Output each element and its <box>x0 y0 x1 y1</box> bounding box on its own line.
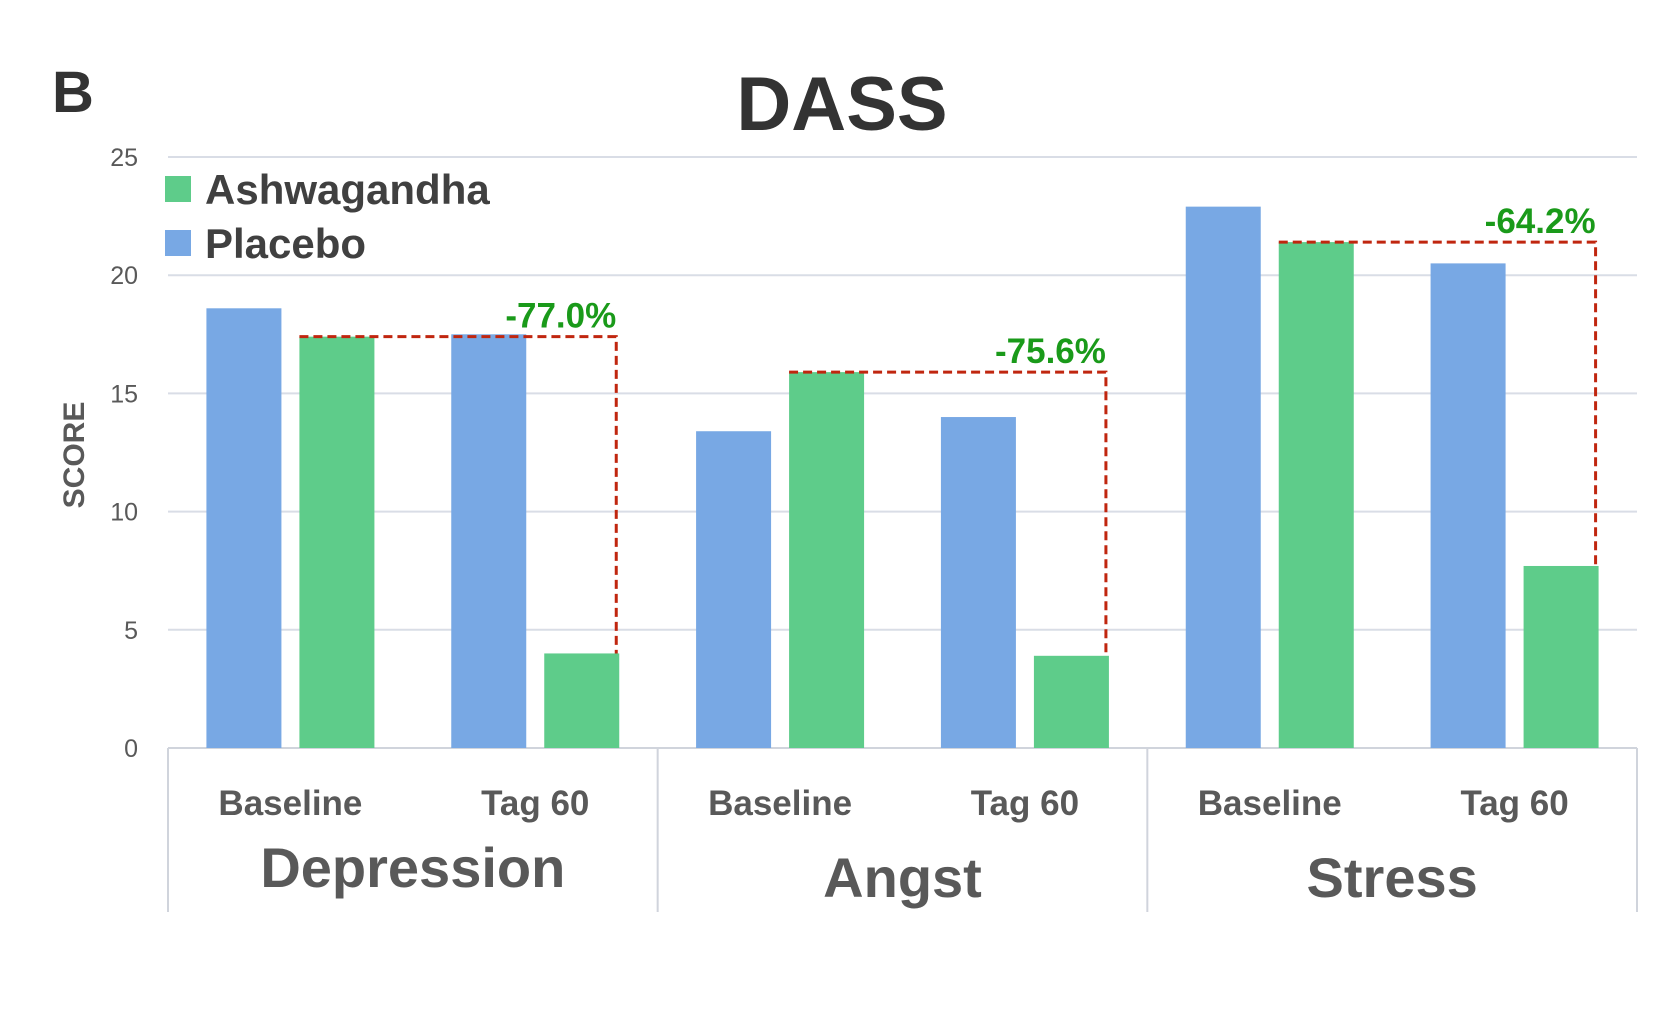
bar-placebo <box>451 334 527 748</box>
x-category-label: Tag 60 <box>1460 784 1568 823</box>
x-group-label: Depression <box>260 836 565 899</box>
reduction-label: -75.6% <box>995 332 1106 371</box>
x-category-label: Tag 60 <box>971 784 1079 823</box>
bar-ashwagandha <box>1033 655 1109 748</box>
y-tick-label: 15 <box>110 380 138 408</box>
bar-ashwagandha <box>1278 242 1354 748</box>
bars <box>206 206 1599 749</box>
y-axis-label: SCORE <box>58 402 91 509</box>
legend-swatch <box>165 230 191 256</box>
reduction-label: -77.0% <box>505 297 616 336</box>
bar-placebo <box>1185 206 1261 749</box>
bar-placebo <box>1430 263 1506 748</box>
y-tick-label: 5 <box>124 617 138 645</box>
legend-label: Ashwagandha <box>205 166 490 213</box>
legend-swatch <box>165 176 191 202</box>
x-category-label: Baseline <box>1198 784 1342 823</box>
reduction-bracket <box>299 335 618 654</box>
y-tick-label: 25 <box>110 144 138 172</box>
x-category-label: Baseline <box>708 784 852 823</box>
y-tick-label: 0 <box>124 735 138 763</box>
chart-title: DASS <box>736 62 947 147</box>
x-group-label: Stress <box>1307 846 1478 909</box>
bar-ashwagandha <box>544 653 620 748</box>
bar-placebo <box>206 308 282 748</box>
axes: 0 5 10 15 20 25 Baseline Tag 60 Depression Baseli… <box>110 144 1638 912</box>
panel-letter: B <box>52 60 94 125</box>
x-category-label: Baseline <box>218 784 362 823</box>
bar-placebo <box>940 417 1016 748</box>
annotations: -77.0% -75.6% -64.2% <box>299 202 1598 656</box>
legend-label: Placebo <box>205 220 366 267</box>
y-tick-label: 10 <box>110 499 138 527</box>
bar-ashwagandha <box>299 336 375 748</box>
reduction-bracket <box>1278 240 1598 566</box>
legend: Ashwagandha Placebo <box>165 166 490 267</box>
y-tick-label: 20 <box>110 262 138 290</box>
x-category-label: Tag 60 <box>481 784 589 823</box>
reduction-bracket <box>789 370 1108 656</box>
bar-ashwagandha <box>789 372 865 748</box>
gridlines <box>168 156 1637 631</box>
bar-ashwagandha <box>1523 565 1599 748</box>
bar-placebo <box>696 431 772 748</box>
reduction-label: -64.2% <box>1485 202 1596 241</box>
x-group-label: Angst <box>823 846 982 909</box>
